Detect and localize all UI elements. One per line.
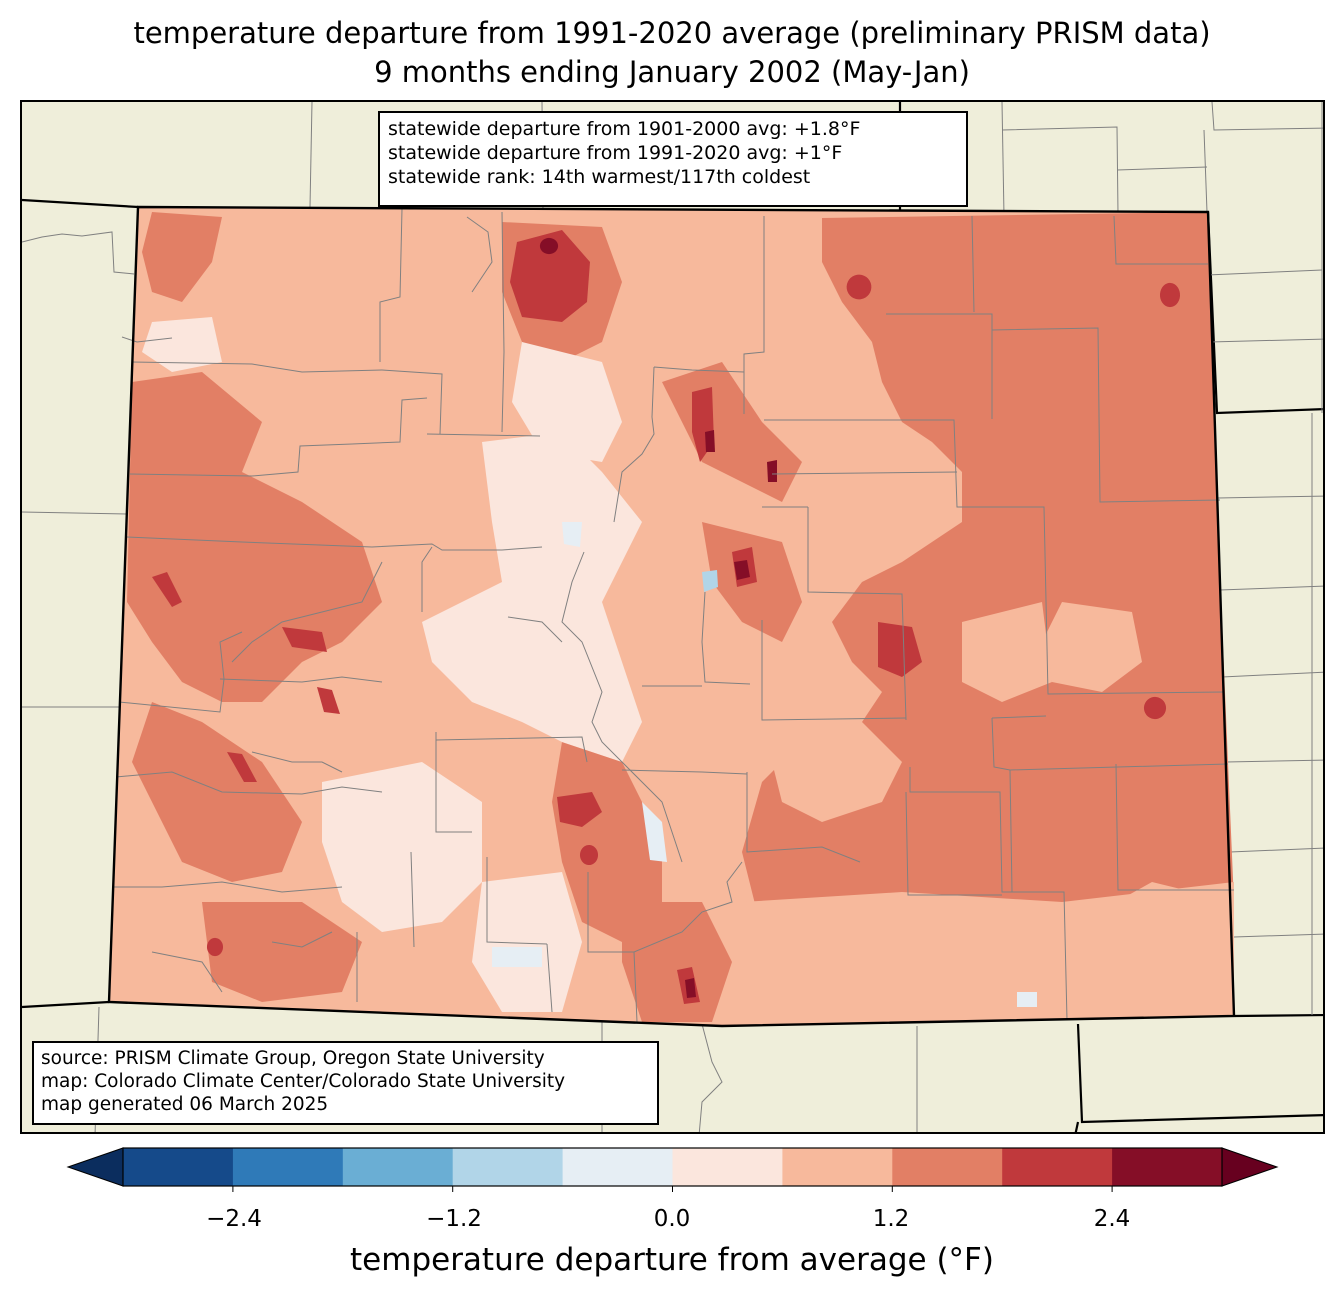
contour-blue-4	[1017, 992, 1037, 1007]
contour-east-light2	[962, 602, 1052, 702]
contour-hot-s2	[206, 937, 224, 957]
contour-hot-e3	[1143, 696, 1167, 720]
colorbar-bin	[123, 1148, 234, 1186]
contour-nwpocket-0	[142, 317, 222, 372]
colorbar-under-triangle	[66, 1147, 124, 1187]
colorbar-tick-label: −1.2	[426, 1206, 482, 1232]
colorbar	[66, 1147, 1279, 1192]
contour-vhot-5	[767, 460, 777, 482]
colorbar-bin	[452, 1148, 564, 1186]
contour-blue-2	[562, 522, 582, 547]
map-title: temperature departure from 1991-2020 ave…	[133, 16, 1211, 50]
colorbar-tick-label: 2.4	[1093, 1206, 1131, 1232]
colorbar-bin	[672, 1148, 783, 1186]
contour-vhot-2	[734, 560, 750, 580]
contour-sl-valley	[552, 742, 662, 942]
colorado-border	[107, 205, 1236, 1028]
contour-east-county	[622, 902, 732, 1022]
contour-hot-sw1	[227, 752, 257, 782]
stats-departure-1901: statewide departure from 1901-2000 avg: …	[388, 118, 861, 140]
colorbar-tick-label: 0.0	[653, 1206, 691, 1232]
contour-hot-ne1	[846, 274, 872, 300]
contour-hot-ne2	[1159, 282, 1181, 308]
contour-blue-5	[492, 947, 542, 967]
generated-date-line: map generated 06 March 2025	[41, 1094, 329, 1115]
contour-west2	[142, 212, 222, 302]
contour-vhot-1	[539, 237, 559, 255]
colorado-map	[22, 102, 1323, 1132]
colorbar-over-triangle	[1221, 1147, 1279, 1187]
colorbar-tick-label: 1.2	[872, 1206, 910, 1232]
contour-se-light	[762, 722, 902, 822]
colorbar-bin	[892, 1148, 1003, 1186]
contour-hot-sl	[557, 792, 602, 827]
colorbar-bin	[782, 1148, 893, 1186]
contour-east-light	[1042, 602, 1142, 692]
colorbar-bin	[232, 1148, 344, 1186]
map-subtitle: 9 months ending January 2002 (May-Jan)	[374, 55, 970, 89]
contour-west-1p2	[127, 372, 382, 702]
contour-sw-0	[322, 762, 482, 932]
contour-blue-1	[702, 570, 718, 592]
contour-mountains-0	[422, 432, 642, 762]
contour-hot-east	[878, 622, 922, 677]
source-line: source: PRISM Climate Group, Oregon Stat…	[41, 1048, 545, 1069]
contour-blue-3	[642, 802, 667, 862]
map-frame	[20, 100, 1325, 1134]
county-lines	[114, 208, 1234, 1023]
contour-south-light	[722, 882, 1234, 1026]
contour-hot-w1	[152, 572, 182, 607]
neighbor-county-lines	[22, 102, 1323, 1132]
contour-ne-0	[512, 342, 622, 462]
stats-departure-1991: statewide departure from 1991-2020 avg: …	[388, 142, 843, 164]
temperature-field	[109, 207, 1234, 1026]
contour-hot-sl2	[579, 844, 599, 866]
stats-rank: statewide rank: 14th warmest/117th colde…	[388, 166, 811, 188]
contour-vhot-3	[705, 430, 715, 452]
contour-south-west	[202, 902, 362, 1002]
colorbar-bin	[342, 1148, 454, 1186]
colorbar-label: temperature departure from average (°F)	[350, 1242, 994, 1278]
colorbar-bin	[1002, 1148, 1113, 1186]
contour-south-0	[472, 872, 582, 1012]
contour-hot-w3	[317, 687, 340, 714]
colorbar-tick-label: −2.4	[206, 1206, 262, 1232]
colorbar-bin	[562, 1148, 673, 1186]
contour-hot-nwpark	[510, 230, 590, 322]
contour-hot-w2	[282, 627, 327, 652]
contour-sw	[132, 702, 302, 882]
source-box: source: PRISM Climate Group, Oregon Stat…	[32, 1041, 659, 1125]
statewide-stats-box: statewide departure from 1901-2000 avg: …	[378, 111, 968, 207]
contour-vhot-4	[685, 978, 696, 998]
colorbar-bin	[1112, 1148, 1223, 1186]
map-credit-line: map: Colorado Climate Center/Colorado St…	[41, 1071, 566, 1092]
